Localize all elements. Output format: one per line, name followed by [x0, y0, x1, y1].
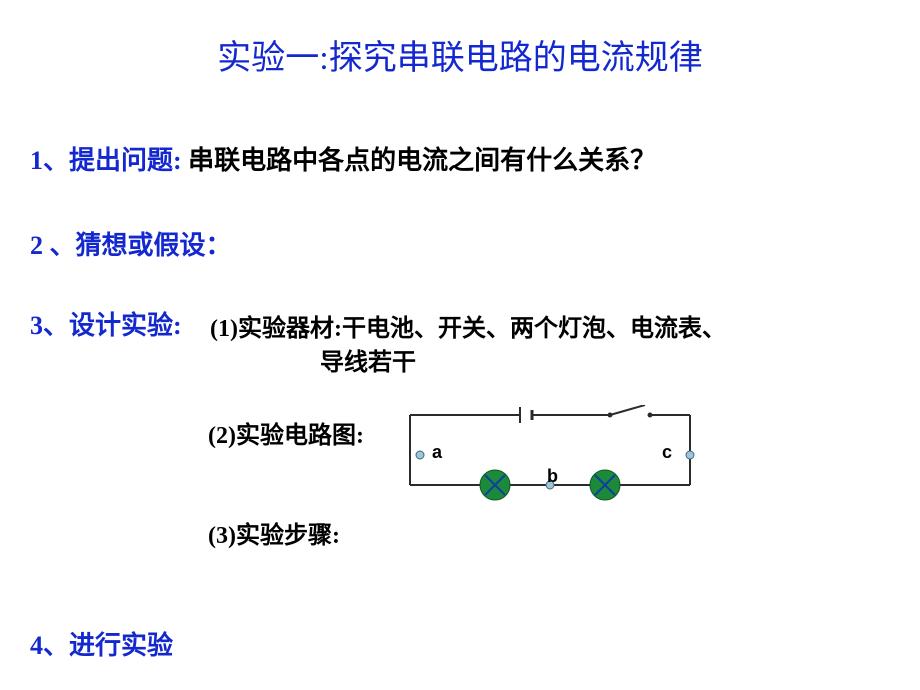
sub-1-text-line2: 导线若干	[320, 342, 416, 377]
section-1-text: 串联电路中各点的电流之间有什么关系？	[188, 146, 656, 175]
section-1-label: 1、提出问题:	[30, 146, 182, 175]
sub-1-label: (1)实验器材:	[210, 316, 342, 342]
sub-2-label: (2)实验电路图:	[208, 415, 364, 450]
section-4-label: 4、进行实验	[30, 625, 173, 662]
section-3-label: 3、设计实验:	[30, 311, 182, 340]
circuit-diagram	[400, 405, 700, 505]
section-1: 1、提出问题: 串联电路中各点的电流之间有什么关系？	[30, 140, 656, 177]
section-2-label: 2 、猜想或假设：	[30, 225, 232, 262]
sub-1: (1)实验器材:干电池、开关、两个灯泡、电流表、	[210, 308, 726, 343]
node-b-label: b	[547, 466, 558, 487]
node-a-label: a	[432, 442, 442, 463]
node-c-label: c	[662, 442, 672, 463]
sub-3-label: (3)实验步骤:	[208, 515, 340, 550]
section-3: 3、设计实验:	[30, 305, 182, 342]
slide-title: 实验一:探究串联电路的电流规律	[0, 30, 920, 79]
sub-1-text: 干电池、开关、两个灯泡、电流表、	[342, 316, 726, 342]
